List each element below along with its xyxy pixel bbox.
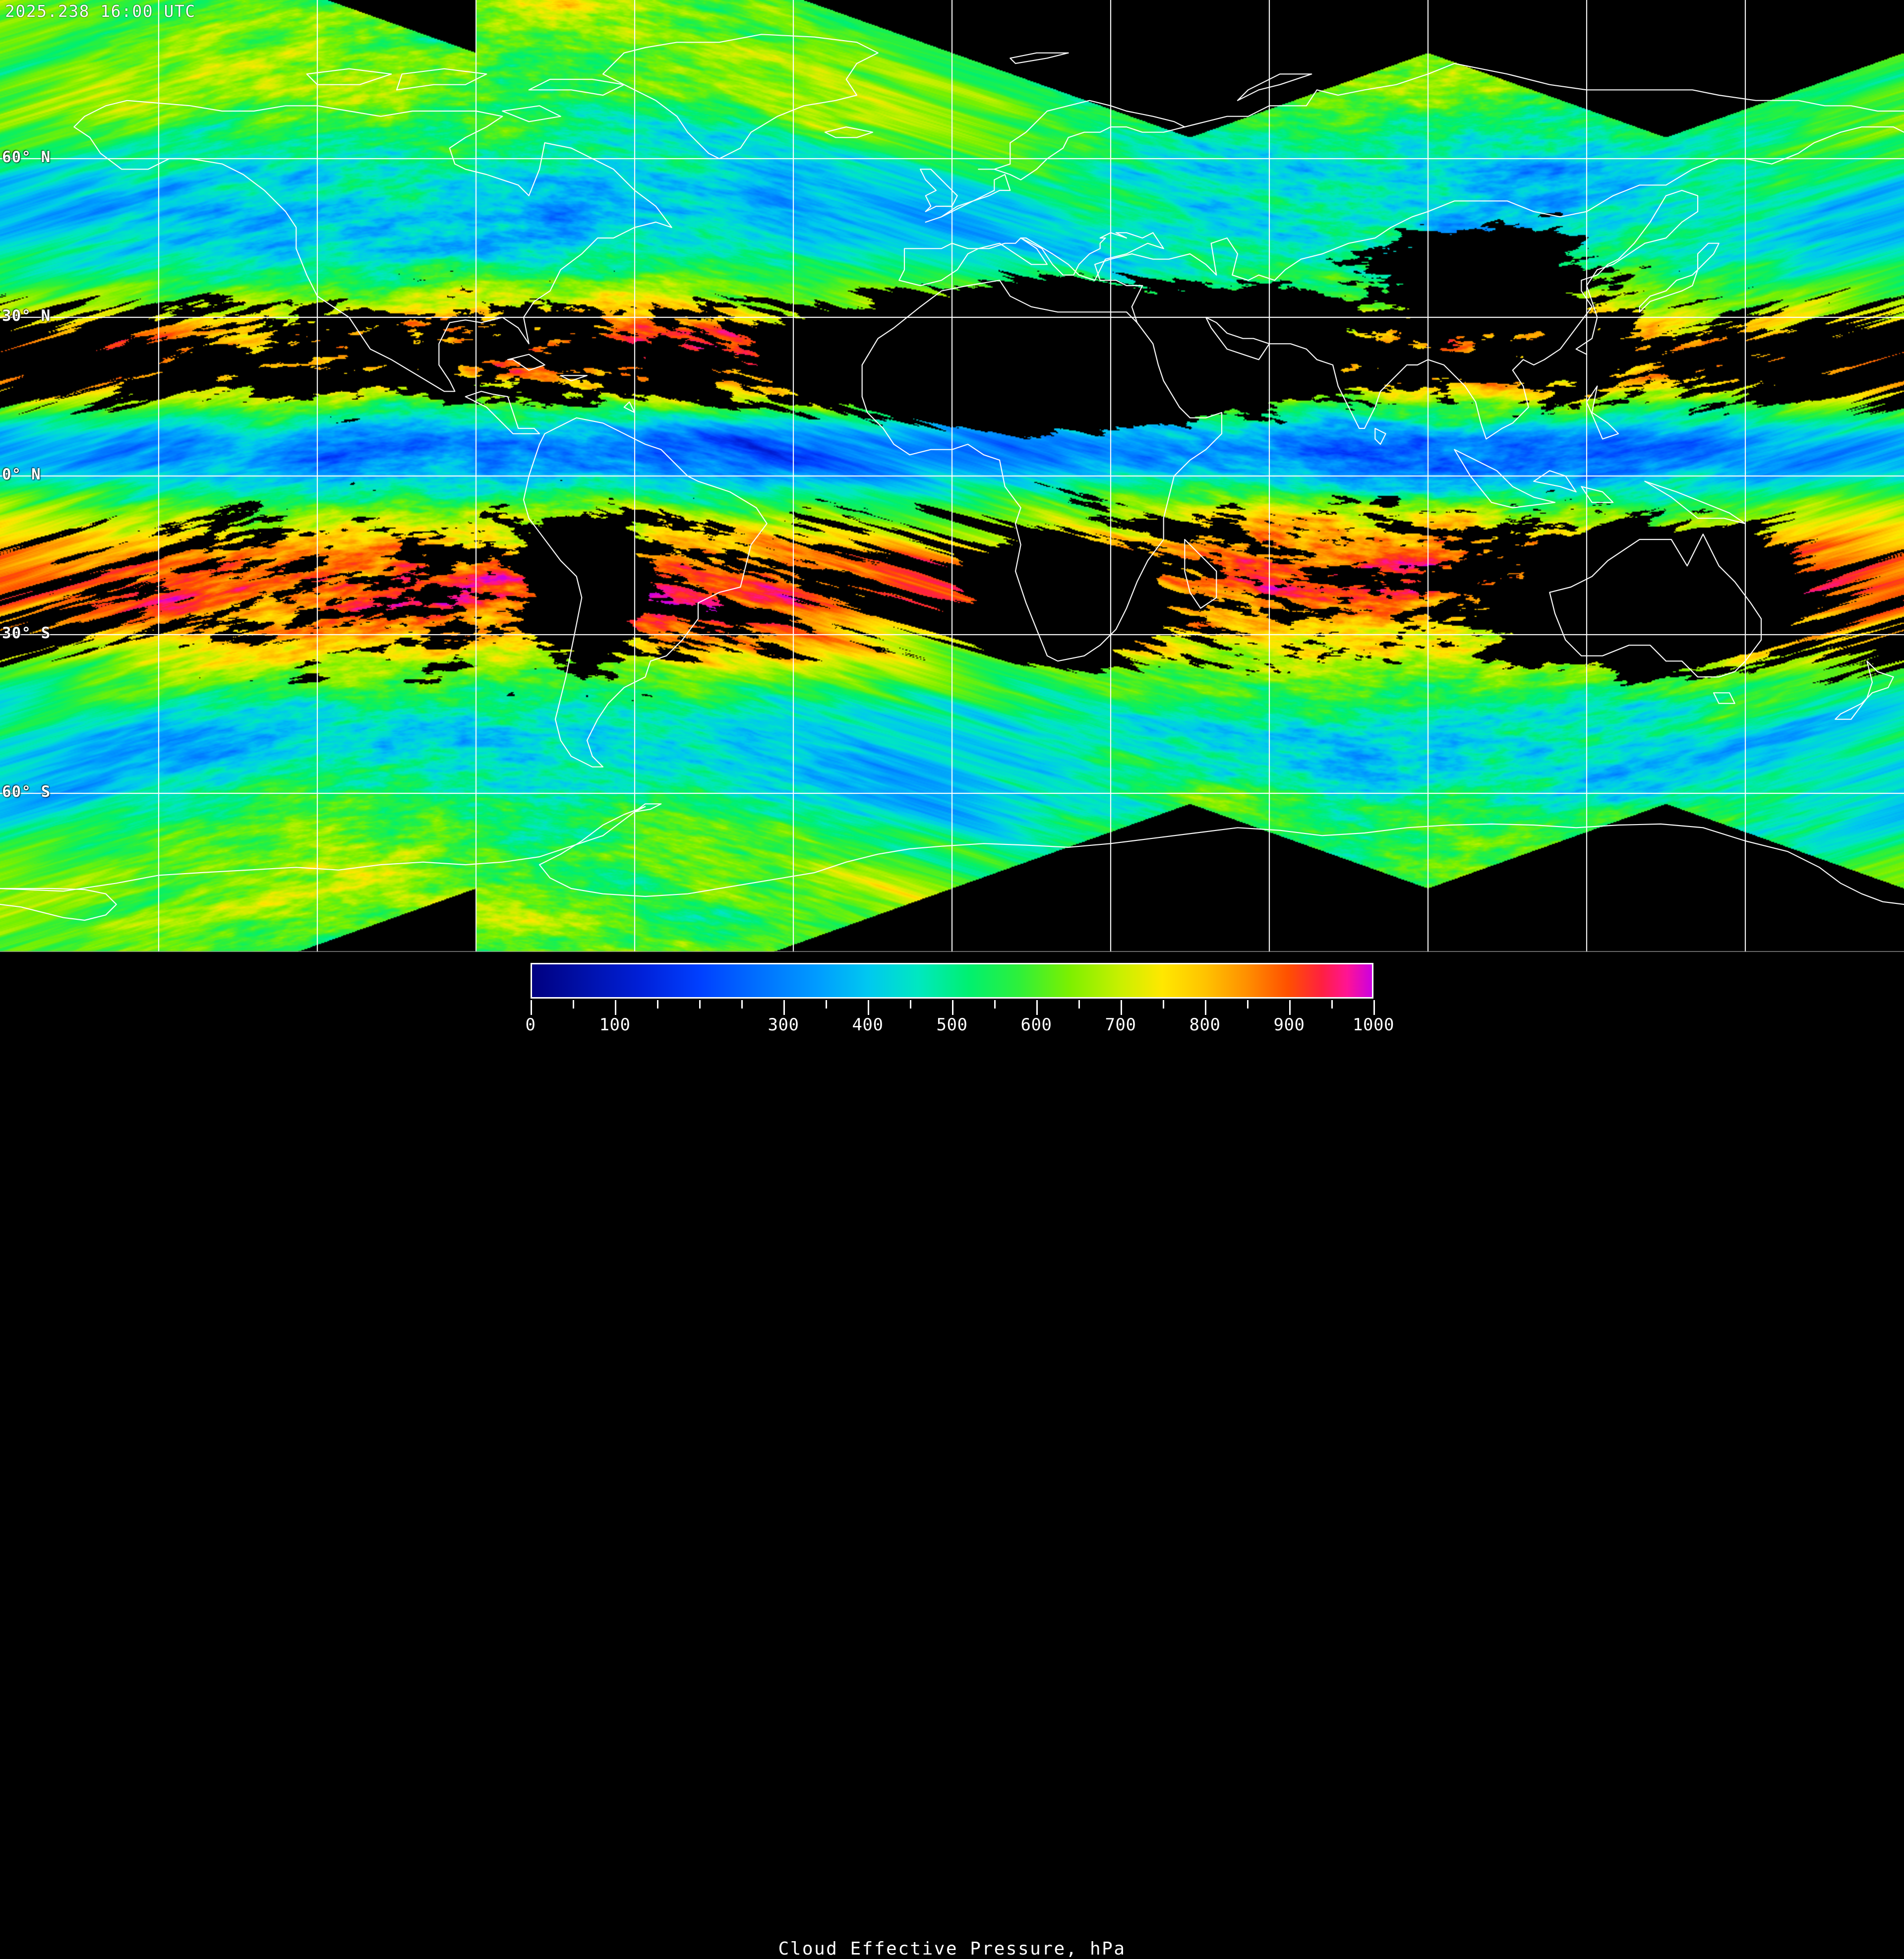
colorbar-tick: [1247, 1000, 1249, 1009]
colorbar-tick: [1205, 1000, 1206, 1015]
lat-label-30n: 30° N: [2, 307, 51, 325]
colorbar-tick: [699, 1000, 701, 1009]
colorbar-tick-label: 600: [1020, 1015, 1052, 1035]
colorbar-tick-label: 800: [1189, 1015, 1221, 1035]
colorbar-footer: 0 100 300 400 500 600 700 800 900 1000 Cloud Effe…: [0, 952, 1904, 1959]
colorbar-ticks: [531, 1000, 1375, 1015]
colorbar-tick: [952, 1000, 953, 1015]
colorbar-tick: [994, 1000, 996, 1009]
lat-label-30s: 30° S: [2, 624, 51, 642]
colorbar[interactable]: [531, 963, 1373, 999]
colorbar-tick: [783, 1000, 785, 1015]
colorbar-gradient: [532, 964, 1372, 997]
colorbar-tick: [1289, 1000, 1291, 1015]
colorbar-tick: [868, 1000, 869, 1015]
colorbar-group[interactable]: 0 100 300 400 500 600 700 800 900 1000: [526, 963, 1394, 1033]
colorbar-tick: [531, 1000, 532, 1015]
global-map-panel[interactable]: 2025.238 16:00 UTC 60° N 30° N 0° N 30° …: [0, 0, 1904, 952]
colorbar-tick: [615, 1000, 616, 1015]
colorbar-tick-label: 300: [768, 1015, 799, 1035]
colorbar-tick-label: 400: [852, 1015, 884, 1035]
colorbar-tick-label: 900: [1273, 1015, 1305, 1035]
colorbar-tick: [910, 1000, 911, 1009]
colorbar-tick: [741, 1000, 743, 1009]
colorbar-tick: [1121, 1000, 1122, 1015]
colorbar-tick: [1163, 1000, 1164, 1009]
colorbar-tick-label: 0: [525, 1015, 536, 1035]
colorbar-tick: [1036, 1000, 1038, 1015]
lat-label-60n: 60° N: [2, 148, 51, 166]
colorbar-tick: [1373, 1000, 1375, 1015]
colorbar-tick-labels: 0 100 300 400 500 600 700 800 900 1000: [526, 1015, 1394, 1038]
panel-divider: [0, 951, 1904, 952]
colorbar-tick: [826, 1000, 827, 1009]
cloud-pressure-raster: [0, 0, 1904, 952]
colorbar-title: Cloud Effective Pressure, hPa: [778, 1939, 1126, 1959]
colorbar-tick-label: 100: [599, 1015, 631, 1035]
colorbar-tick-label: 1000: [1353, 1015, 1394, 1035]
colorbar-tick: [657, 1000, 658, 1009]
lat-label-0: 0° N: [2, 466, 41, 483]
colorbar-tick: [573, 1000, 574, 1009]
colorbar-tick-label: 700: [1105, 1015, 1136, 1035]
lat-label-60s: 60° S: [2, 783, 51, 801]
colorbar-tick: [1331, 1000, 1333, 1009]
timestamp-label: 2025.238 16:00 UTC: [5, 1, 196, 21]
colorbar-tick-label: 500: [936, 1015, 968, 1035]
colorbar-tick: [1078, 1000, 1080, 1009]
